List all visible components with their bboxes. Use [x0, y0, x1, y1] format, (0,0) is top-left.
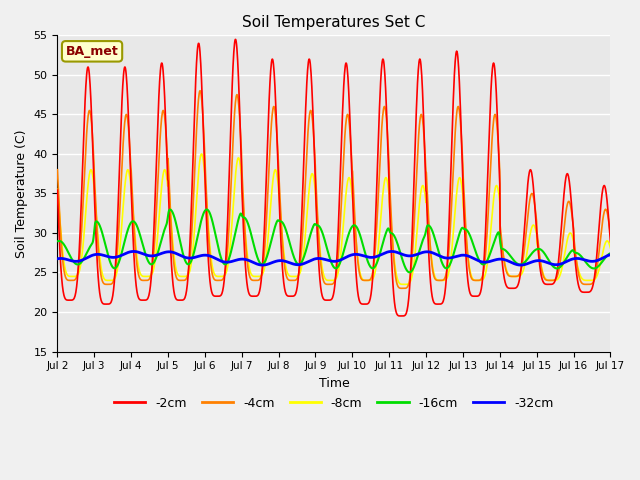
Text: BA_met: BA_met	[66, 45, 118, 58]
Title: Soil Temperatures Set C: Soil Temperatures Set C	[242, 15, 426, 30]
Y-axis label: Soil Temperature (C): Soil Temperature (C)	[15, 129, 28, 258]
X-axis label: Time: Time	[319, 377, 349, 390]
Legend: -2cm, -4cm, -8cm, -16cm, -32cm: -2cm, -4cm, -8cm, -16cm, -32cm	[109, 392, 559, 415]
